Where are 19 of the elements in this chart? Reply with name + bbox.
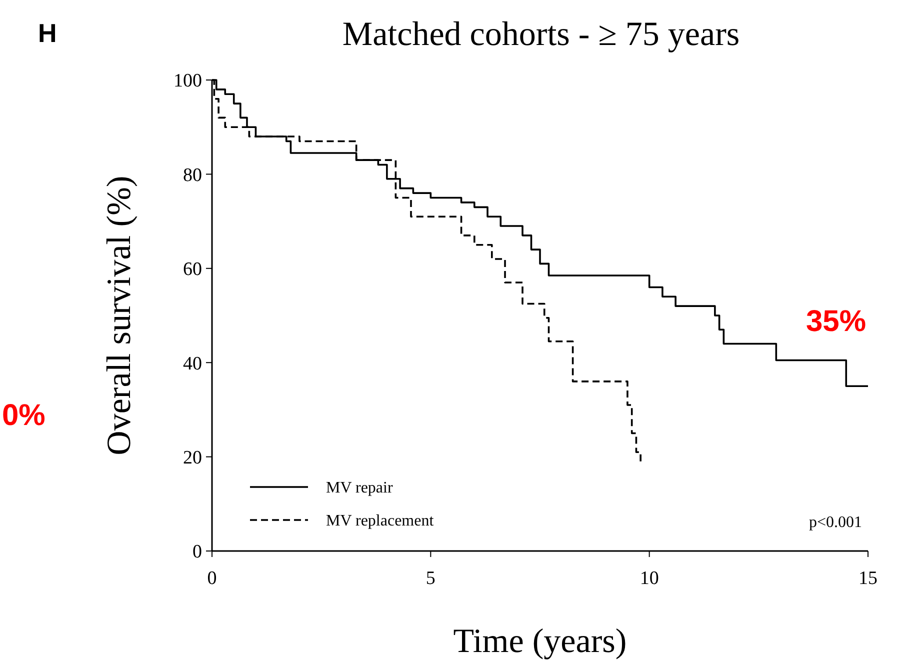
y-tick-label: 40 bbox=[183, 353, 202, 374]
text: 0% bbox=[2, 399, 46, 432]
chart-title: Matched cohorts - ≥ 75 years bbox=[342, 16, 740, 53]
x-tick-label: 0 bbox=[207, 568, 217, 589]
y-tick-label: 60 bbox=[183, 259, 202, 280]
legend-label: MV repair bbox=[326, 480, 394, 497]
annotation: 35% bbox=[806, 305, 866, 338]
x-axis-title: Time (years) bbox=[453, 623, 627, 660]
x-tick-label: 5 bbox=[426, 568, 436, 589]
y-tick-label: 0 bbox=[192, 542, 202, 563]
text: H bbox=[38, 18, 57, 48]
legend-label: MV replacement bbox=[326, 512, 434, 530]
y-tick-label: 100 bbox=[174, 70, 202, 92]
annotation: p<0.001 bbox=[808, 514, 862, 531]
x-tick-label: 15 bbox=[858, 568, 878, 589]
y-tick-label: 80 bbox=[183, 164, 202, 186]
y-tick-label: 20 bbox=[183, 447, 202, 468]
y-axis-title: Overall survival (%) bbox=[101, 176, 138, 456]
x-tick-label: 10 bbox=[640, 568, 659, 589]
